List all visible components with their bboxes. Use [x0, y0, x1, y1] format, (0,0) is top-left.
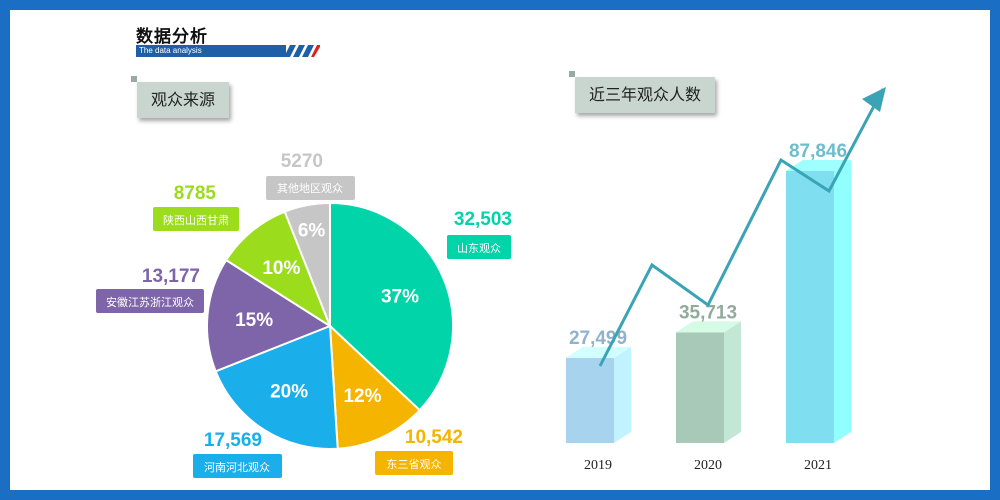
stripe-decoration: [284, 45, 320, 57]
pie-slice: [328, 323, 422, 450]
pie-section-tag: 观众来源: [130, 76, 230, 118]
bar-category-label: 2019: [584, 458, 612, 473]
pie-legend-label: 安徽江苏浙江观众: [106, 295, 194, 309]
bar-category-label: 2020: [694, 458, 722, 473]
pie-value-label: 10,542: [405, 427, 463, 448]
pie-slice-percent-label: 10%: [262, 258, 300, 279]
bar-value-label: 35,713: [679, 302, 737, 323]
bar-side-face: [834, 160, 851, 443]
pie-legend-box: [193, 454, 282, 478]
pie-legend-box: [266, 176, 355, 200]
pie-slice-percent-label: 15%: [235, 310, 273, 331]
trend-arrow-line: [598, 88, 885, 367]
trend-arrow-head-fill: [862, 87, 886, 112]
pie-slice-percent-label: 6%: [298, 220, 326, 241]
bar-top-face: [566, 346, 631, 358]
pie-slice-percent-label: 20%: [270, 381, 308, 402]
pie-slice: [214, 324, 339, 450]
pie-value-label: 8785: [174, 183, 217, 204]
pie-value-label: 13,177: [142, 266, 200, 287]
subtitle-bar: [136, 45, 286, 57]
pie-legend-box: [153, 207, 239, 231]
pie-legend-label: 陕西山西甘肃: [163, 213, 229, 227]
bar-front-face: [676, 332, 724, 443]
pie-slice-percent-label: 37%: [381, 287, 419, 308]
header: 数据分析: [136, 22, 208, 47]
pie-legend-label: 其他地区观众: [277, 182, 343, 195]
pie-legend-box: [447, 235, 511, 259]
pie-legend-label: 河南河北观众: [204, 461, 270, 474]
bar-side-face: [614, 346, 631, 443]
bar-value-label: 87,846: [789, 141, 847, 162]
bar-front-face: [786, 171, 834, 443]
bar-section-tag: 近三年观众人数: [568, 71, 716, 113]
pie-legend-box: [375, 451, 453, 475]
pie-slice-percent-label: 12%: [343, 386, 381, 407]
bar-category-label: 2021: [804, 458, 832, 473]
pie-slice: [224, 210, 333, 329]
bar-top-face: [676, 321, 741, 333]
pie-value-label: 17,569: [204, 430, 262, 451]
pie-value-label: 5270: [281, 151, 323, 172]
bar-side-face: [724, 321, 741, 443]
pie-slice: [329, 201, 454, 412]
page-subtitle: The data analysis: [139, 46, 202, 55]
bar-top-face: [786, 160, 851, 171]
pie-legend-label: 东三省观众: [387, 458, 442, 471]
pie-legend-box: [96, 289, 204, 313]
pie-slice: [206, 258, 333, 373]
pie-value-label: 32,503: [454, 209, 512, 230]
bar-front-face: [566, 357, 614, 443]
pie-legend-label: 山东观众: [457, 242, 501, 255]
pie-slice: [283, 201, 331, 327]
page-title: 数据分析: [136, 27, 208, 47]
